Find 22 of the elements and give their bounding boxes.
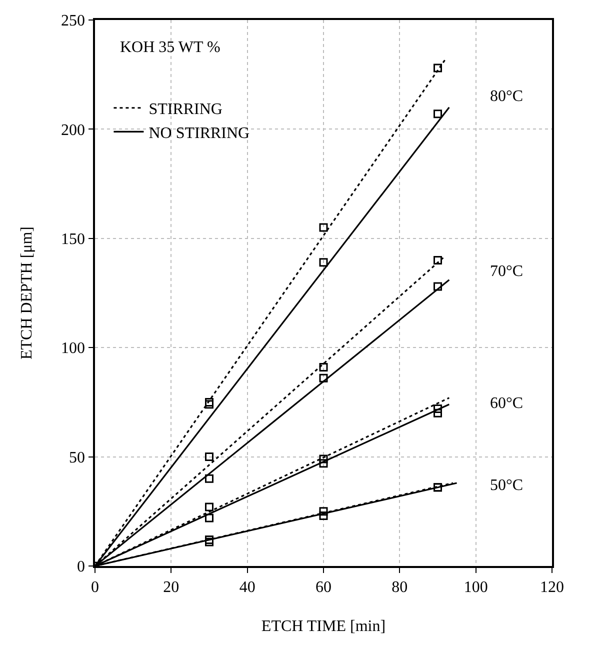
annotation: 70°C [490, 263, 524, 280]
x-tick-label: 20 [163, 578, 180, 596]
y-axis-title: ETCH DEPTH [μm] [18, 226, 36, 360]
annotation: KOH 35 WT % [120, 39, 220, 56]
x-tick-label: 80 [392, 578, 408, 596]
x-tick-label: 60 [316, 578, 332, 596]
y-tick-label: 50 [69, 449, 86, 466]
legend-label: NO STIRRING [148, 124, 250, 142]
annotation: 60°C [490, 395, 524, 412]
y-tick-label: 150 [61, 231, 86, 248]
legend-label: STIRRING [148, 101, 223, 118]
y-tick-label: 0 [77, 558, 86, 576]
x-axis-title: ETCH TIME [min] [261, 618, 386, 636]
x-tick-label: 100 [464, 578, 488, 596]
annotation: 80°C [490, 88, 524, 105]
x-tick-label: 0 [91, 578, 99, 596]
x-tick-label: 40 [239, 578, 256, 596]
y-tick-label: 250 [61, 12, 86, 30]
annotation: 50°C [490, 477, 524, 494]
y-tick-label: 100 [61, 340, 86, 358]
y-tick-label: 200 [61, 122, 86, 139]
x-tick-label: 120 [540, 578, 564, 596]
